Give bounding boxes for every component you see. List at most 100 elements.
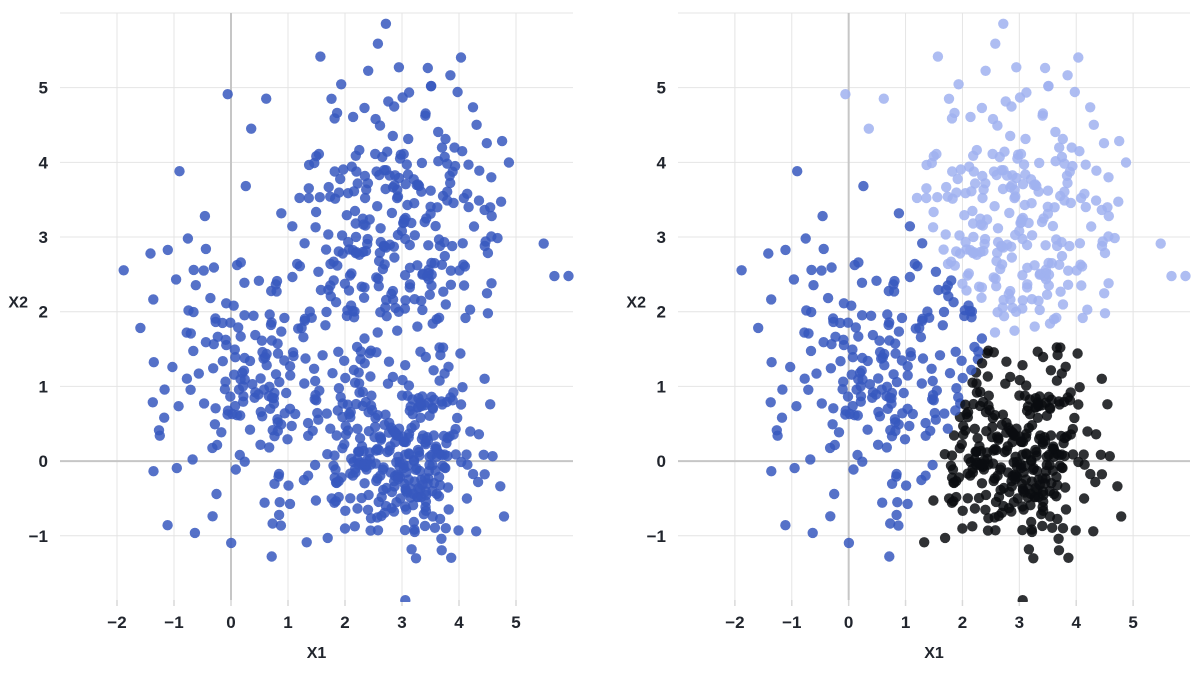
data-point xyxy=(1060,361,1071,372)
data-point xyxy=(359,192,371,204)
data-point xyxy=(207,511,218,522)
data-point xyxy=(978,184,989,195)
data-point xyxy=(1088,119,1100,130)
data-point xyxy=(1096,204,1108,216)
data-point xyxy=(950,346,961,357)
data-point xyxy=(463,201,474,213)
data-point xyxy=(335,392,346,403)
data-point xyxy=(849,259,860,271)
data-point xyxy=(380,500,392,512)
data-point xyxy=(391,192,403,204)
data-point xyxy=(302,417,314,429)
data-point xyxy=(429,522,441,533)
data-point xyxy=(442,482,454,493)
data-point xyxy=(1018,159,1030,170)
data-point xyxy=(946,113,958,124)
data-point xyxy=(1043,280,1055,291)
data-point xyxy=(1103,172,1114,183)
data-point xyxy=(818,243,829,255)
data-point xyxy=(1025,500,1036,511)
data-point xyxy=(315,51,326,62)
data-point xyxy=(448,197,459,209)
data-point xyxy=(1057,523,1069,534)
data-point xyxy=(864,379,876,390)
data-point xyxy=(1104,451,1116,462)
data-point xyxy=(1078,449,1089,460)
data-point xyxy=(1045,365,1057,376)
data-point xyxy=(220,376,231,387)
data-point xyxy=(402,390,413,401)
data-point xyxy=(1026,230,1038,241)
data-point xyxy=(817,210,828,222)
data-point xyxy=(1049,202,1060,213)
data-point xyxy=(170,274,182,285)
data-point xyxy=(222,409,233,420)
data-point xyxy=(374,120,386,131)
data-point xyxy=(982,371,993,382)
data-point xyxy=(189,527,201,539)
data-point xyxy=(1074,382,1085,393)
data-point xyxy=(208,262,220,273)
data-point xyxy=(1017,303,1028,314)
x-tick-label: 2 xyxy=(340,613,349,632)
data-point xyxy=(1058,438,1069,449)
data-point xyxy=(968,247,980,258)
data-point xyxy=(471,119,482,130)
data-point xyxy=(1020,448,1032,459)
data-point xyxy=(385,441,396,452)
data-point xyxy=(436,449,447,461)
data-point xyxy=(342,188,354,199)
data-point xyxy=(973,492,985,504)
x-axis-ticks: −2 −1 0 1 2 3 4 5 xyxy=(725,600,1138,632)
data-point xyxy=(384,239,396,250)
data-point xyxy=(1001,356,1012,367)
data-point xyxy=(282,434,293,445)
data-point xyxy=(403,432,414,443)
data-point xyxy=(1070,525,1081,536)
data-point xyxy=(365,400,377,411)
data-point xyxy=(457,238,468,249)
data-point xyxy=(976,333,988,344)
data-point xyxy=(408,456,420,467)
data-point xyxy=(429,394,440,405)
data-point xyxy=(1021,405,1033,416)
data-point xyxy=(496,135,508,147)
data-point xyxy=(313,266,324,277)
data-point xyxy=(1004,486,1015,498)
data-point xyxy=(343,236,354,248)
data-point xyxy=(145,248,156,259)
data-point xyxy=(1057,299,1069,310)
data-point xyxy=(322,449,333,460)
data-point xyxy=(338,164,349,175)
data-point xyxy=(171,462,182,474)
data-point xyxy=(1031,180,1042,192)
points-layer-kmeans-clusters xyxy=(736,18,1191,602)
data-point xyxy=(977,170,988,182)
data-point xyxy=(495,481,506,492)
data-point xyxy=(375,434,387,445)
data-point xyxy=(264,309,275,320)
y-tick-label: 0 xyxy=(657,452,666,471)
data-point xyxy=(816,265,827,276)
data-point xyxy=(400,295,411,306)
y-tick-label: 2 xyxy=(39,303,48,322)
x-tick-label: 3 xyxy=(397,613,406,632)
data-point xyxy=(387,130,398,142)
data-point xyxy=(235,331,246,342)
data-point xyxy=(315,284,327,296)
data-point xyxy=(871,275,882,286)
data-point xyxy=(479,204,490,216)
data-point xyxy=(260,352,271,363)
data-point xyxy=(930,266,942,277)
data-point xyxy=(359,478,370,489)
data-point xyxy=(992,247,1003,258)
data-point xyxy=(255,439,266,450)
data-point xyxy=(934,350,946,361)
data-point xyxy=(807,527,818,539)
data-point xyxy=(850,322,861,333)
data-point xyxy=(989,512,1000,523)
data-point xyxy=(412,321,423,332)
data-point xyxy=(211,488,222,500)
data-point xyxy=(1017,595,1028,602)
data-point xyxy=(1012,153,1023,164)
